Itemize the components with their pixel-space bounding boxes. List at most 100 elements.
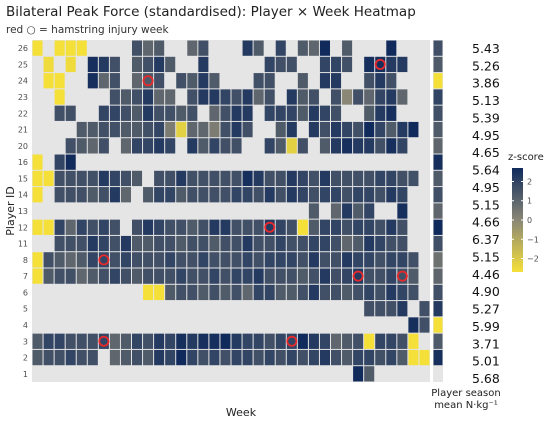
injury-marker — [98, 254, 110, 266]
heatmap-cell — [109, 252, 120, 268]
y-tick-label: 26 — [18, 44, 28, 53]
heatmap-cell — [331, 56, 342, 73]
heatmap-cell — [353, 89, 364, 105]
heatmap-cell — [397, 121, 408, 138]
heatmap-cell — [375, 349, 386, 366]
heatmap-cell — [165, 235, 176, 252]
heatmap-cell — [220, 187, 231, 203]
heatmap-cell — [98, 56, 109, 73]
heatmap-cell — [120, 138, 131, 154]
heatmap-cell — [375, 284, 386, 301]
heatmap-cell — [65, 56, 76, 73]
heatmap-cell — [132, 40, 143, 56]
heatmap-cell — [353, 235, 364, 252]
heatmap-cell — [154, 219, 165, 235]
season-mean-label: 5.64 — [472, 163, 500, 178]
heatmap-cell — [109, 105, 120, 121]
heatmap-cell — [187, 219, 198, 235]
side-label-line2: mean N·kg⁻¹ — [434, 400, 498, 411]
heatmap-cell — [98, 333, 109, 349]
heatmap-cell — [242, 268, 253, 284]
chart-title: Bilateral Peak Force (standardised): Pla… — [6, 4, 416, 20]
y-tick-label: 15 — [18, 174, 28, 183]
heatmap-cell — [319, 138, 330, 154]
heatmap-cell — [386, 121, 397, 138]
heatmap-cell — [286, 138, 297, 154]
heatmap-cell — [32, 40, 43, 56]
legend-colorbar — [512, 168, 523, 272]
heatmap-cell — [364, 252, 375, 268]
mean-strip-cell — [433, 40, 443, 56]
heatmap-cell — [308, 333, 319, 349]
heatmap-cell — [176, 333, 187, 349]
heatmap-cell — [220, 349, 231, 366]
season-mean-label: 5.01 — [472, 354, 500, 369]
heatmap-cell — [319, 252, 330, 268]
heatmap-cell — [253, 170, 264, 187]
heatmap-cell — [375, 170, 386, 187]
heatmap-cell — [187, 349, 198, 366]
heatmap-cell — [198, 121, 209, 138]
heatmap-cell — [43, 219, 54, 235]
heatmap-cell — [132, 73, 143, 89]
season-mean-label: 5.26 — [472, 58, 500, 73]
heatmap-cell — [364, 301, 375, 317]
heatmap-cell — [331, 268, 342, 284]
heatmap-cell — [308, 121, 319, 138]
heatmap-cell — [187, 268, 198, 284]
heatmap-cell — [209, 170, 220, 187]
heatmap-cell — [220, 252, 231, 268]
mean-strip-cell — [433, 170, 443, 187]
heatmap-cell — [331, 284, 342, 301]
heatmap-cell — [397, 187, 408, 203]
heatmap-cell — [264, 56, 275, 73]
y-tick-label: 5 — [23, 305, 28, 314]
heatmap-cell — [154, 187, 165, 203]
heatmap-cell — [242, 284, 253, 301]
season-mean-label: 5.27 — [472, 302, 500, 317]
heatmap-cell — [132, 349, 143, 366]
heatmap-cell — [286, 219, 297, 235]
season-mean-label: 3.86 — [472, 76, 500, 91]
heatmap-cell — [331, 203, 342, 219]
heatmap-cell — [386, 73, 397, 89]
y-tick-label: 11 — [18, 240, 28, 249]
heatmap-cell — [132, 170, 143, 187]
heatmap-cell — [397, 284, 408, 301]
heatmap-cell — [176, 268, 187, 284]
heatmap-cell — [43, 73, 54, 89]
heatmap-cell — [109, 170, 120, 187]
heatmap-cell — [286, 252, 297, 268]
heatmap-cell — [319, 333, 330, 349]
heatmap-cell — [220, 268, 231, 284]
heatmap-cell — [275, 56, 286, 73]
heatmap-cell — [98, 252, 109, 268]
heatmap-cell — [386, 333, 397, 349]
heatmap-cell — [132, 89, 143, 105]
heatmap-cell — [297, 89, 308, 105]
heatmap-cell — [120, 333, 131, 349]
heatmap-cell — [286, 121, 297, 138]
heatmap-cell — [187, 89, 198, 105]
heatmap-cell — [198, 333, 209, 349]
heatmap-cell — [386, 187, 397, 203]
heatmap-cell — [165, 56, 176, 73]
heatmap-cell — [275, 284, 286, 301]
heatmap-cell — [143, 121, 154, 138]
heatmap-cell — [220, 333, 231, 349]
mean-strip-cell — [433, 154, 443, 170]
heatmap-cell — [109, 187, 120, 203]
legend-tick-label: 2 — [527, 177, 532, 186]
injury-marker — [374, 58, 386, 70]
heatmap-cell — [98, 73, 109, 89]
heatmap-cell — [375, 56, 386, 73]
heatmap-cell — [76, 219, 87, 235]
heatmap-cell — [120, 268, 131, 284]
heatmap-cell — [43, 170, 54, 187]
heatmap-cell — [386, 349, 397, 366]
season-mean-label: 5.13 — [472, 93, 500, 108]
heatmap-cell — [54, 40, 65, 56]
heatmap-cell — [198, 73, 209, 89]
heatmap-cell — [297, 333, 308, 349]
heatmap-cell — [198, 252, 209, 268]
